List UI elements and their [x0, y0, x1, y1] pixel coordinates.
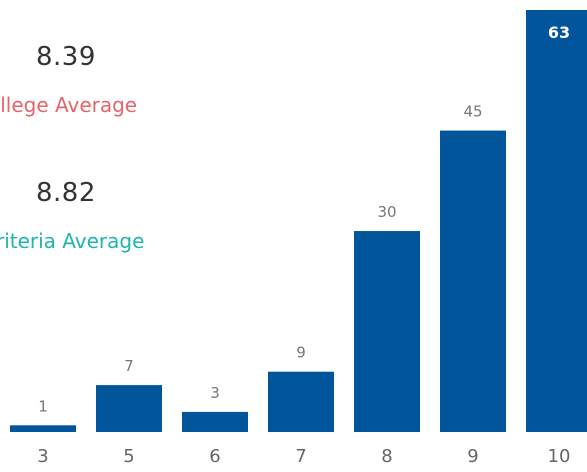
bar-5[interactable]: [96, 385, 162, 432]
bar-6[interactable]: [182, 411, 248, 432]
x-tick-label-5: 5: [123, 446, 134, 467]
bar-8[interactable]: [354, 231, 420, 432]
bar-7[interactable]: [268, 371, 334, 432]
criteria-average-label: Criteria Average: [0, 229, 145, 253]
x-tick-label-7: 7: [295, 446, 306, 467]
bar-9[interactable]: [440, 130, 506, 433]
data-label-10: 63: [548, 23, 570, 42]
bar-10[interactable]: [526, 10, 587, 432]
college-average-value: 8.39: [36, 42, 96, 72]
data-label-8: 30: [377, 203, 396, 221]
x-tick-label-9: 9: [467, 446, 478, 467]
data-label-7: 9: [296, 344, 306, 362]
data-label-3: 1: [38, 397, 48, 415]
data-label-6: 3: [210, 384, 220, 402]
x-tick-label-10: 10: [548, 446, 571, 467]
bar-3[interactable]: [10, 425, 76, 432]
x-tick-label-3: 3: [37, 446, 48, 467]
college-average-label: College Average: [0, 93, 138, 117]
data-label-9: 45: [463, 103, 482, 121]
x-tick-label-6: 6: [209, 446, 220, 467]
x-tick-label-8: 8: [381, 446, 392, 467]
criteria-average-value: 8.82: [36, 178, 96, 208]
data-label-5: 7: [124, 357, 134, 375]
